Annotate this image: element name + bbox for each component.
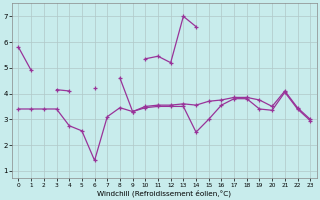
X-axis label: Windchill (Refroidissement éolien,°C): Windchill (Refroidissement éolien,°C) bbox=[97, 189, 231, 197]
